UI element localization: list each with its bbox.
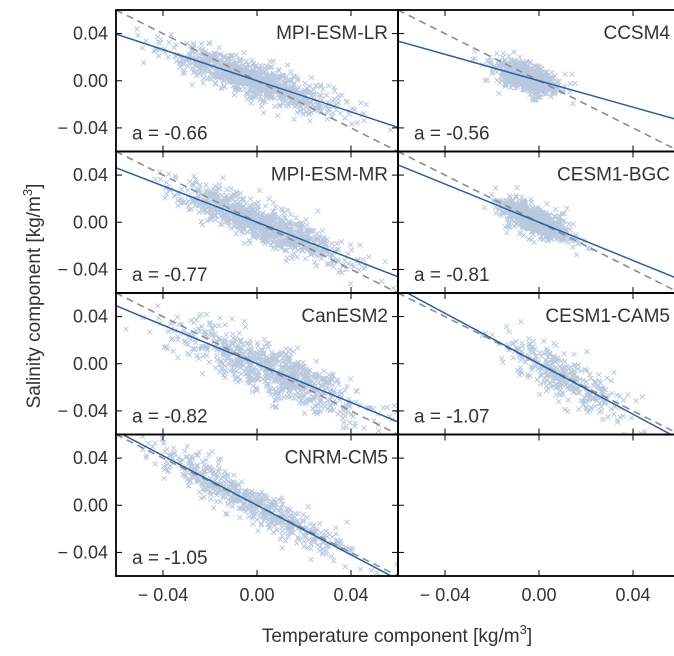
panel-mpi-esm-lr: MPI-ESM-LR a = -0.66 xyxy=(115,9,399,153)
slope-label: a = -1.05 xyxy=(132,548,208,569)
slope-label: a = -1.07 xyxy=(414,407,490,428)
scatter-points xyxy=(469,48,578,107)
y-tick-label: − 0.04 xyxy=(57,259,108,279)
fit-line xyxy=(116,305,398,423)
y-tick-label: − 0.04 xyxy=(57,542,108,562)
fit-line xyxy=(405,293,673,435)
tick-marks xyxy=(116,293,398,435)
tick-marks xyxy=(398,151,634,293)
tick-labels: − 0.04 0.00 0.04 − 0.04 0.00 0.04 − 0.04 0.00 0.… xyxy=(57,24,650,605)
panel-mpi-esm-mr: MPI-ESM-MR a = -0.77 xyxy=(115,150,399,294)
tick-marks xyxy=(116,10,398,152)
scatter-markers xyxy=(469,48,578,107)
panel-grid: MPI-ESM-LR a = -0.66 CCSM4 a = -0.56 MPI-ESM… xyxy=(115,9,674,577)
scatter-markers xyxy=(134,26,394,133)
x-tick-label: 0.04 xyxy=(333,585,368,605)
panel-title: CanESM2 xyxy=(301,306,388,327)
tick-marks xyxy=(398,434,634,576)
fit-line xyxy=(116,33,398,129)
y-tick-label: 0.00 xyxy=(73,495,108,515)
x-tick-label: 0.00 xyxy=(239,585,274,605)
y-tick-label: − 0.04 xyxy=(57,401,108,421)
x-tick-label: 0.00 xyxy=(521,585,556,605)
slope-label: a = -0.82 xyxy=(132,407,208,428)
panel-empty xyxy=(397,433,674,577)
x-axis-label: Temperature component [kg/m3] xyxy=(262,622,532,647)
y-tick-label: 0.04 xyxy=(73,307,108,327)
panel-title: CESM1-BGC xyxy=(557,165,670,186)
panel-cesm1-cam5: CESM1-CAM5 a = -1.07 xyxy=(397,292,674,436)
panel-title: CCSM4 xyxy=(603,23,670,44)
tick-marks xyxy=(398,293,634,435)
panel-title: MPI-ESM-MR xyxy=(271,165,388,186)
y-tick-label: 0.04 xyxy=(73,165,108,185)
panel-ccsm4: CCSM4 a = -0.56 xyxy=(397,9,674,153)
slope-label: a = -0.66 xyxy=(132,124,208,145)
panel-title: CNRM-CM5 xyxy=(285,448,388,469)
panel-canesm2: CanESM2 a = -0.82 xyxy=(115,292,399,436)
y-axis-label: Salinity component [kg/m3] xyxy=(20,184,45,409)
y-tick-label: 0.04 xyxy=(73,448,108,468)
panel-title: MPI-ESM-LR xyxy=(276,23,388,44)
fit-line xyxy=(398,40,674,120)
slope-label: a = -0.77 xyxy=(132,265,208,286)
y-tick-label: 0.00 xyxy=(73,354,108,374)
x-tick-label: − 0.04 xyxy=(138,585,189,605)
scatter-points xyxy=(134,26,394,133)
fit-line xyxy=(121,434,393,576)
tick-marks xyxy=(116,434,398,576)
x-tick-label: 0.04 xyxy=(615,585,650,605)
y-tick-label: 0.00 xyxy=(73,71,108,91)
y-tick-label: 0.00 xyxy=(73,212,108,232)
panel-cesm1-bgc: CESM1-BGC a = -0.81 xyxy=(397,150,674,294)
tick-marks xyxy=(116,151,398,293)
panel-cnrm-cm5: CNRM-CM5 a = -1.05 xyxy=(115,433,399,577)
slope-label: a = -0.81 xyxy=(414,265,490,286)
panel-frame xyxy=(397,433,674,577)
y-tick-label: − 0.04 xyxy=(57,118,108,138)
y-tick-label: 0.04 xyxy=(73,24,108,44)
x-tick-label: − 0.04 xyxy=(420,585,471,605)
slope-label: a = -0.56 xyxy=(414,124,490,145)
tick-marks xyxy=(398,10,634,152)
fit-line xyxy=(398,164,674,278)
panel-title: CESM1-CAM5 xyxy=(545,306,670,327)
scatter-markers xyxy=(479,318,648,435)
fit-line xyxy=(116,167,398,278)
scatter-points xyxy=(479,318,648,435)
